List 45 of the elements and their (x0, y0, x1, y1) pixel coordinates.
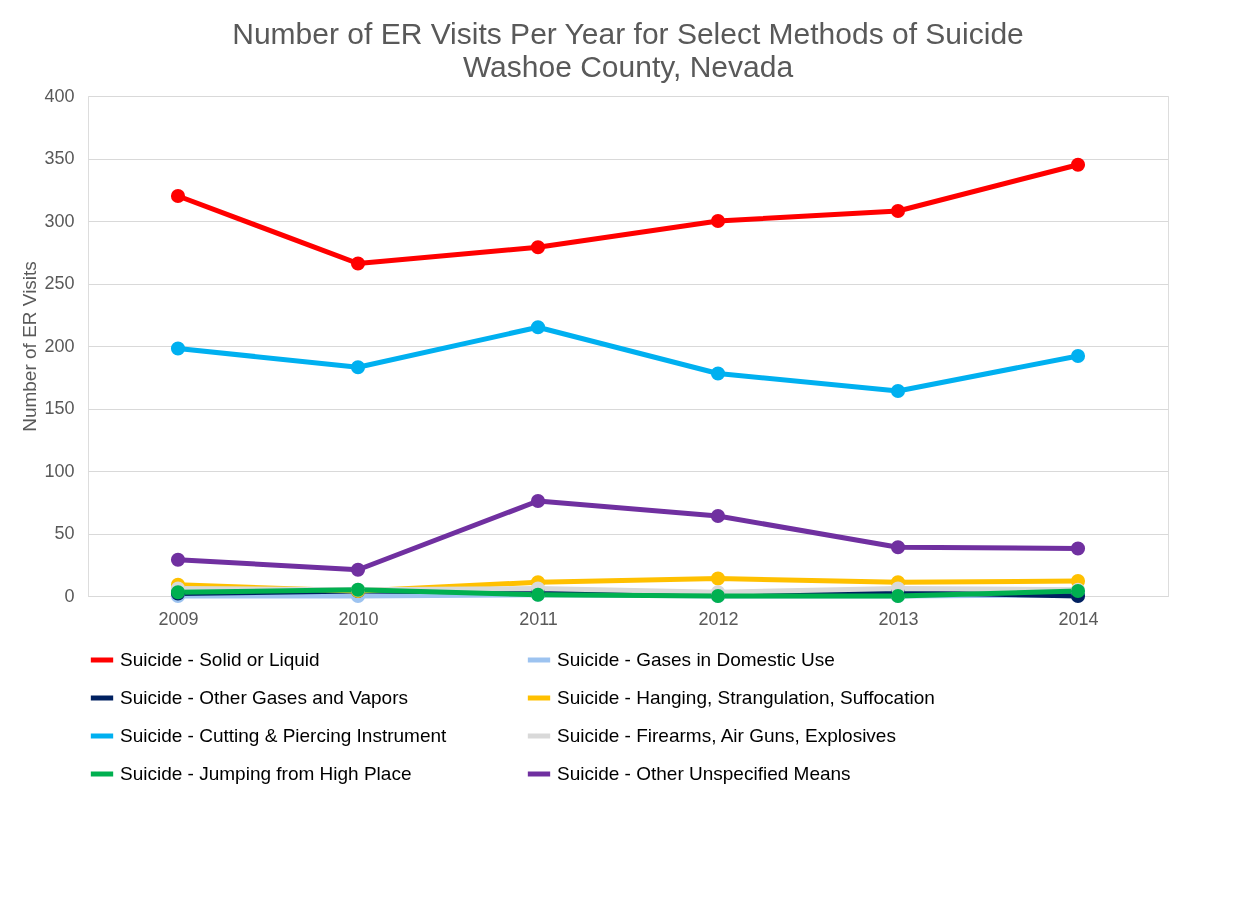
y-tick-label: 350 (44, 148, 75, 168)
legend-label: Suicide - Gases in Domestic Use (557, 649, 835, 670)
point (350, 360, 366, 375)
chart-title: Number of ER Visits Per Year for Select Methods of Suicide (232, 17, 1024, 50)
x-tick-label: 2009 (158, 608, 199, 629)
y-tick-label: 50 (54, 523, 75, 543)
legend-label: Suicide - Jumping from High Place (120, 763, 412, 784)
x-tick-label: 2011 (519, 608, 558, 629)
y-tick-label: 200 (44, 335, 75, 356)
x-tick-label: 2012 (698, 608, 739, 629)
point (530, 493, 546, 509)
y-tick-label: 150 (44, 398, 75, 418)
point (1070, 157, 1086, 172)
x-tick-label: 2013 (878, 608, 919, 629)
legend-label: Suicide - Cutting & Piercing Instrument (120, 725, 448, 746)
point (710, 366, 726, 381)
point (890, 540, 906, 555)
x-tick-label: 2014 (1058, 608, 1099, 629)
point (1070, 348, 1086, 364)
point (170, 188, 186, 204)
point (710, 213, 726, 229)
point (530, 320, 546, 335)
y-axis-title: Number of ER Visits (19, 261, 41, 432)
point (710, 508, 726, 524)
point (350, 562, 366, 577)
point (530, 240, 546, 255)
y-tick-label: 0 (64, 585, 75, 606)
y-tick-label: 300 (44, 210, 75, 231)
y-tick-label: 250 (44, 273, 75, 293)
point (170, 341, 186, 356)
legend-label: Suicide - Solid or Liquid (120, 649, 320, 670)
y-tick-label: 400 (44, 85, 75, 106)
legend-label: Suicide - Other Unspecified Means (557, 763, 851, 784)
point (890, 383, 906, 399)
point (890, 203, 906, 219)
point (350, 256, 366, 271)
y-tick-label: 100 (44, 460, 75, 481)
x-tick-label: 2010 (338, 608, 379, 629)
legend-label: Suicide - Firearms, Air Guns, Explosives (557, 725, 896, 746)
legend-label: Suicide - Hanging, Strangulation, Suffocation (557, 687, 935, 708)
chart-subtitle: Washoe County, Nevada (462, 50, 794, 83)
point (1070, 541, 1086, 556)
point (710, 571, 726, 586)
point (170, 552, 186, 567)
legend-label: Suicide - Other Gases and Vapors (120, 687, 408, 708)
